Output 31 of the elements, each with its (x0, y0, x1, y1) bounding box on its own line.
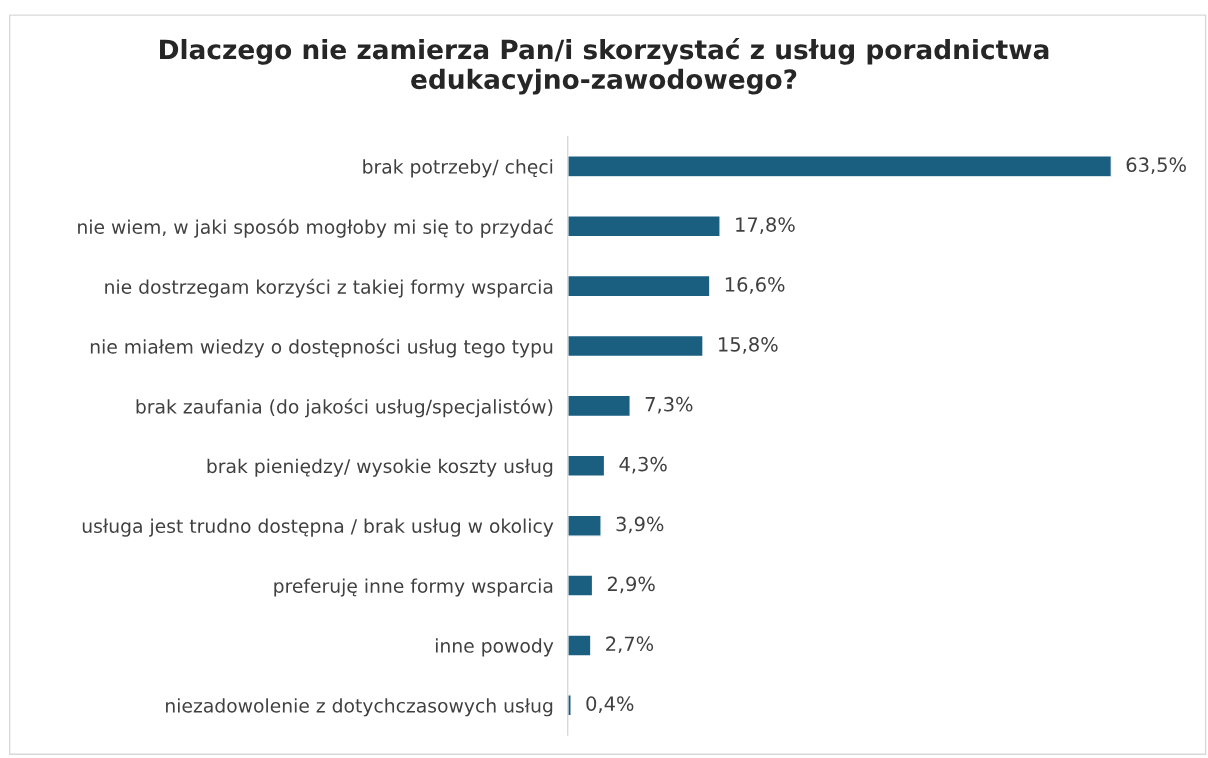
chart-title: Dlaczego nie zamierza Pan/i skorzystać z usług poradnictwa edukacyjno-zawodowego? (160, 37, 1049, 95)
y-tick-label: brak zaufania (do jakości usług/specjalistów) (136, 398, 553, 418)
bar (567, 274, 711, 298)
data-label: 4,3% (619, 456, 667, 474)
bar (567, 634, 592, 657)
y-tick-label: usługa jest trudno dostępna / brak usług w okolicy (82, 518, 554, 537)
data-label: 63,5% (1126, 157, 1186, 175)
data-label: 7,3% (645, 396, 693, 414)
y-tick-label: nie dostrzegam korzyści z takiej formy wsparcia (105, 278, 553, 298)
y-tick-label: nie wiem, w jaki sposób mogłoby mi się to przydać (78, 218, 553, 238)
bar (567, 454, 606, 477)
data-label: 3,9% (616, 516, 664, 534)
data-label: 15,8% (719, 336, 778, 354)
data-label: 0,4% (586, 696, 634, 713)
y-tick-label: brak potrzeby/ chęci (363, 159, 553, 178)
data-label: 16,6% (725, 277, 785, 294)
bar (567, 694, 572, 717)
bar (567, 574, 594, 597)
y-tick-label: brak pieniędzy/ wysokie koszty usług (207, 458, 553, 477)
y-tick-label: preferuję inne formy wsparcia (274, 578, 553, 597)
data-label: 17,8% (736, 217, 795, 234)
y-tick-label: niezadowolenie z dotychczasowych usług (166, 698, 553, 717)
data-label: 2,9% (607, 576, 655, 594)
bar (567, 215, 721, 238)
bar (567, 514, 602, 537)
bar (567, 394, 631, 418)
data-label: 2,7% (606, 636, 654, 654)
y-tick-label: nie miałem wiedzy o dostępności usług tego typu (90, 338, 553, 358)
bar (567, 334, 704, 358)
y-tick-label: inne powody (435, 638, 554, 657)
bar (567, 155, 1112, 178)
